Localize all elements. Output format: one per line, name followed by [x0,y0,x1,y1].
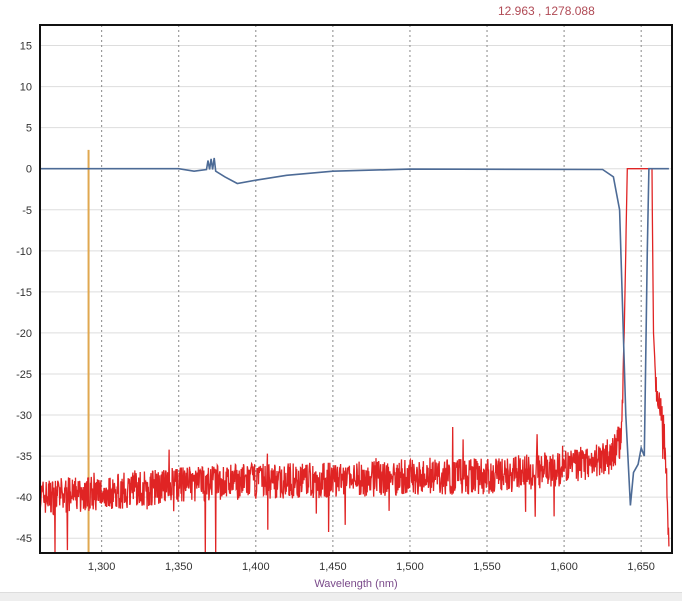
y-tick-label: -15 [16,287,32,299]
x-tick-label: 1,500 [396,561,424,573]
x-tick-label: 1,550 [473,561,501,573]
trace-blue [40,157,669,506]
x-tick-label: 1,400 [242,561,270,573]
x-tick-label: 1,600 [550,561,578,573]
status-bar [0,592,682,601]
y-tick-label: -10 [16,246,32,258]
x-tick-label: 1,300 [88,561,116,573]
y-tick-label: -35 [16,451,32,463]
plot-frame [39,24,673,554]
x-ticks: 1,300 1,350 1,400 1,450 1,500 1,550 1,600 1,650 [88,561,655,573]
trace-red [39,168,670,554]
y-tick-label: 0 [26,164,32,176]
x-tick-label: 1,450 [319,561,347,573]
y-tick-label: -5 [22,205,32,217]
y-tick-label: 15 [20,41,32,53]
y-tick-label: -25 [16,369,32,381]
y-tick-label: -40 [16,492,32,504]
y-tick-label: -45 [16,533,32,545]
y-ticks: 15 10 5 0 -5 -10 -15 -20 -25 -30 -35 -40 -45 [16,41,32,546]
x-tick-label: 1,350 [165,561,193,573]
y-tick-label: 5 [26,123,32,135]
y-tick-label: -30 [16,410,32,422]
traces [39,149,670,554]
x-tick-label: 1,650 [627,561,655,573]
x-axis-label: Wavelength (nm) [314,578,397,590]
cursor-readout: 12.963 , 1278.088 [498,4,595,18]
y-tick-label: -20 [16,328,32,340]
y-tick-label: 10 [20,82,32,94]
